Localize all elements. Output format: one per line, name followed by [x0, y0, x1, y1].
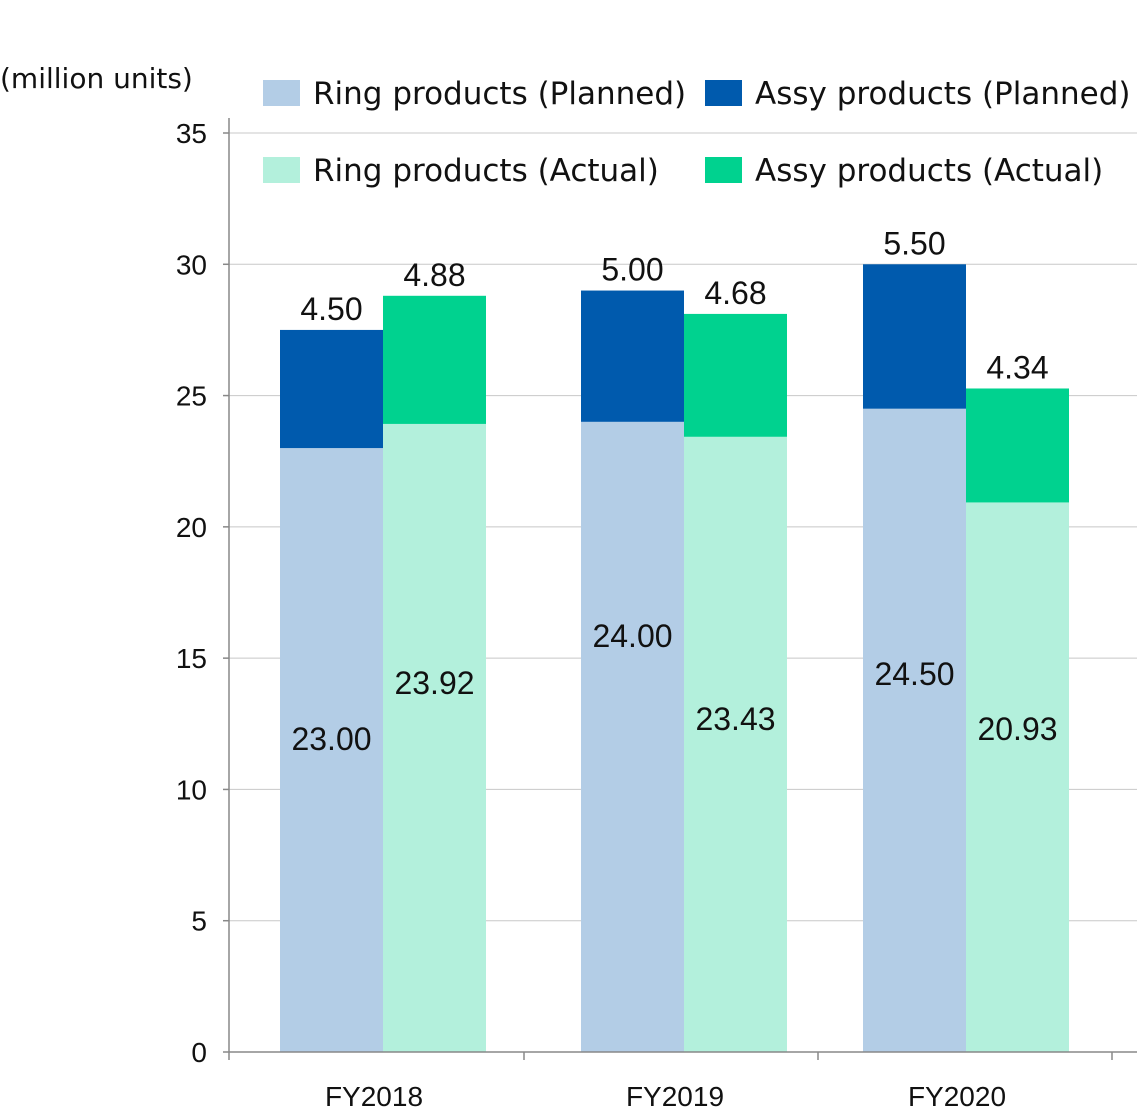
y-tick-label: 5	[191, 906, 207, 937]
data-label: 5.50	[883, 225, 945, 261]
bar-segment	[966, 502, 1069, 1052]
y-tick-label: 10	[176, 774, 207, 805]
labels-layer: 23.00 4.50 23.92 4.88 24.00 5.00 23.43 4.68 24.5…	[291, 225, 1057, 757]
bar-segment	[383, 295, 486, 424]
y-unit-label: (million units)	[0, 62, 193, 95]
legend-swatch	[263, 157, 300, 183]
y-tick-label: 20	[176, 512, 207, 543]
legend-label: Ring products (Actual)	[313, 153, 659, 189]
bar-segment	[280, 329, 383, 449]
data-label: 23.92	[394, 665, 474, 701]
legend-label: Assy products (Planned)	[755, 76, 1130, 112]
legend-swatch	[705, 80, 742, 106]
data-label: 4.34	[986, 349, 1048, 385]
bar-segment	[581, 421, 684, 1052]
legend-swatch	[263, 80, 300, 106]
data-label: 23.00	[291, 721, 371, 757]
legend-swatch	[705, 157, 742, 183]
axis-layer: 0 5 10 15 20 25 30 35 FY2018 FY2019 FY2020	[176, 118, 1137, 1112]
data-label: 4.50	[300, 291, 362, 327]
bar-segment	[863, 408, 966, 1052]
y-tick-label: 0	[191, 1037, 207, 1068]
bar-segment	[684, 313, 787, 437]
bars-layer	[280, 264, 1069, 1053]
data-label: 4.68	[704, 275, 766, 311]
x-tick-label: FY2019	[626, 1081, 724, 1108]
y-tick-label: 30	[176, 249, 207, 280]
bar-segment	[280, 448, 383, 1053]
bar-segment	[684, 436, 787, 1052]
data-label: 4.88	[403, 257, 465, 293]
y-tick-label: 35	[176, 118, 207, 149]
legend-label: Ring products (Planned)	[313, 76, 686, 112]
data-label: 24.50	[874, 656, 954, 692]
legend: Ring products (Planned) Assy products (Pl…	[263, 76, 1130, 189]
y-tick-label: 15	[176, 643, 207, 674]
bar-segment	[383, 423, 486, 1052]
bar-segment	[581, 290, 684, 422]
data-label: 5.00	[601, 252, 663, 288]
data-label: 24.00	[592, 618, 672, 654]
legend-label: Assy products (Actual)	[755, 153, 1103, 189]
data-label: 20.93	[977, 711, 1057, 747]
data-label: 23.43	[695, 701, 775, 737]
x-tick-label: FY2020	[908, 1081, 1006, 1108]
y-tick-label: 25	[176, 381, 207, 412]
bar-segment	[863, 264, 966, 409]
bar-segment	[966, 388, 1069, 503]
x-tick-label: FY2018	[325, 1081, 423, 1108]
